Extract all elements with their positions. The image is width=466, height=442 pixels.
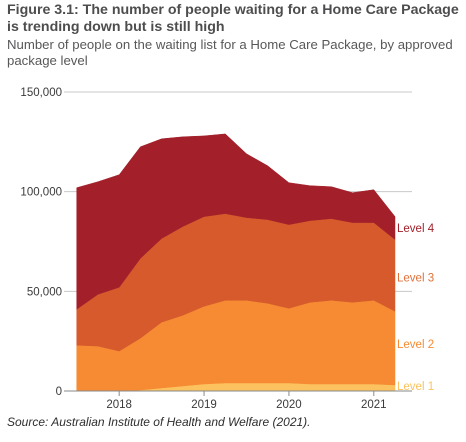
series-label-level-3: Level 3 — [397, 272, 434, 284]
area-series-group — [76, 133, 396, 392]
area-level-4 — [76, 133, 396, 310]
x-tick-label: 2020 — [276, 399, 302, 411]
series-label-level-2: Level 2 — [397, 339, 434, 351]
x-tick-label: 2021 — [361, 399, 387, 411]
y-tick-label: 0 — [56, 386, 62, 398]
stacked-area-chart: 0 50,000 100,000 150,000 2018 2019 2020 2021 Le… — [20, 87, 435, 411]
series-label-level-4: Level 4 — [397, 223, 435, 235]
x-tick-label: 2018 — [106, 399, 132, 411]
x-tick-label: 2019 — [191, 399, 217, 411]
chart-title: Figure 3.1: The number of people waiting… — [7, 2, 459, 35]
series-label-level-1: Level 1 — [397, 381, 434, 393]
series-labels: Level 1 Level 2 Level 3 Level 4 — [397, 223, 435, 393]
axes: 0 50,000 100,000 150,000 2018 2019 2020 2021 — [20, 87, 412, 411]
chart-subtitle: Number of people on the waiting list for… — [7, 37, 453, 68]
y-tick-label: 50,000 — [27, 286, 62, 298]
source-note: Source: Australian Institute of Health a… — [7, 415, 311, 429]
y-tick-label: 100,000 — [20, 187, 62, 199]
y-tick-label: 150,000 — [20, 87, 62, 99]
